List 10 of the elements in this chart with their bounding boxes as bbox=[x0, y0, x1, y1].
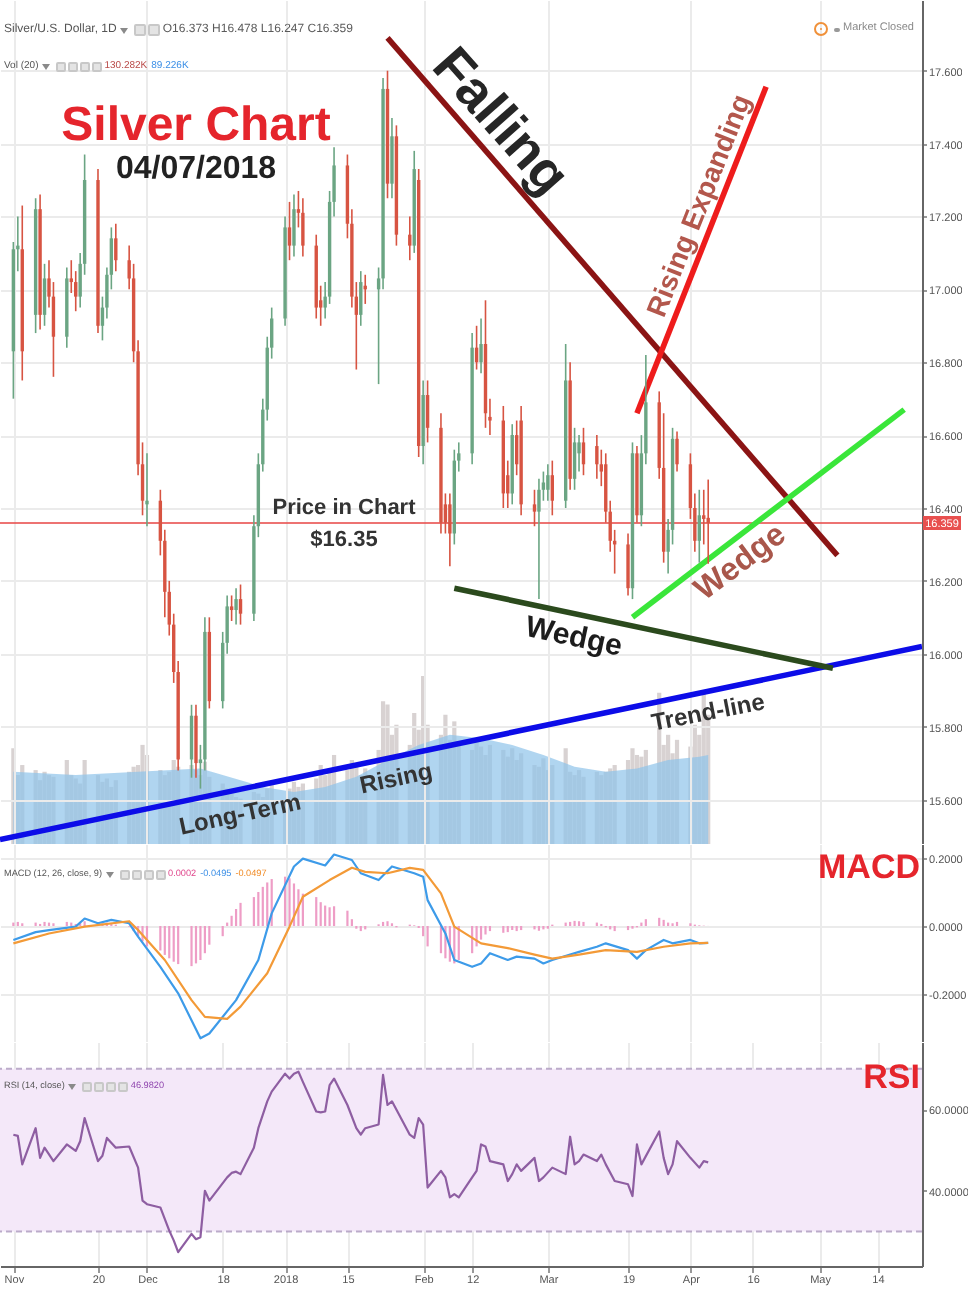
annotation: Rising bbox=[357, 756, 435, 800]
text: Silver Chart bbox=[61, 98, 331, 152]
annotation: Price in Chart bbox=[272, 496, 417, 520]
text: 04/07/2018 bbox=[115, 152, 277, 186]
annotation: Long-Term bbox=[176, 787, 304, 841]
annotation: Trend-line bbox=[649, 687, 768, 737]
chart-title: MACD bbox=[818, 848, 920, 886]
annotation: Wedge bbox=[522, 610, 626, 664]
chart-title: RSI bbox=[863, 1058, 920, 1096]
annotation: $16.35 bbox=[310, 528, 378, 552]
